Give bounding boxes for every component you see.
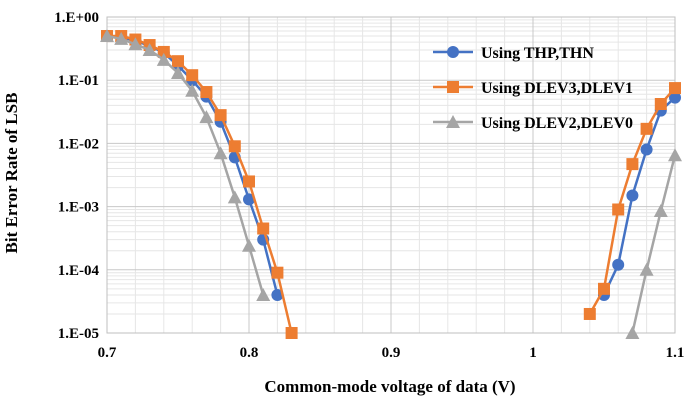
data-point	[172, 55, 184, 68]
data-point	[612, 258, 625, 271]
plot-area-border	[106, 16, 676, 334]
x-tick-label: 1	[529, 345, 537, 361]
y-tick-label: 1.E+00	[54, 10, 99, 26]
data-point	[199, 110, 214, 124]
data-point	[243, 193, 255, 206]
data-point	[243, 175, 255, 188]
y-tick-label: 1.E-03	[58, 200, 99, 216]
y-axis-title: Bit Error Rate of LSB	[2, 93, 21, 254]
data-point	[114, 31, 129, 45]
data-point	[256, 287, 271, 301]
data-point	[156, 52, 171, 66]
data-point	[612, 203, 625, 216]
data-point	[653, 204, 668, 218]
data-point	[157, 45, 170, 58]
x-tick-label: 0.7	[98, 345, 117, 361]
y-tick-label: 1.E-04	[58, 263, 100, 279]
legend-label: Using DLEV3,DLEV1	[481, 80, 633, 97]
data-point	[271, 288, 284, 301]
y-tick-label: 1.E-05	[58, 326, 99, 342]
data-point	[200, 86, 213, 99]
data-point	[213, 146, 228, 160]
series-2	[101, 30, 681, 339]
data-point	[626, 158, 639, 171]
y-tick-label: 1.E-01	[58, 73, 99, 89]
data-point	[186, 69, 199, 82]
x-axis-title: Common-mode voltage of data (V)	[264, 377, 515, 396]
legend: Using THP,THN Using DLEV3,DLEV1 Using DLEV…	[433, 45, 633, 132]
legend-marker	[447, 46, 459, 58]
axes: 1.E+00 1.E-01 1.E-02 1.E-03 1.E-04 1.E-05 0.7 0…	[54, 10, 684, 361]
grid	[106, 16, 676, 334]
data-point	[654, 98, 667, 111]
data-point	[626, 189, 639, 202]
data-point	[257, 222, 270, 235]
data-point	[214, 109, 227, 122]
data-point	[625, 326, 640, 339]
legend-marker	[447, 81, 459, 93]
data-point	[285, 327, 298, 339]
data-point	[640, 122, 653, 135]
data-point	[185, 83, 200, 97]
data-point	[669, 91, 681, 104]
data-point	[598, 282, 610, 295]
data-point	[669, 82, 681, 95]
data-point	[100, 29, 114, 43]
data-point	[128, 37, 143, 51]
data-point	[668, 148, 682, 162]
data-point	[640, 143, 653, 156]
data-point	[639, 262, 654, 276]
y-tick-label: 1.E-02	[58, 136, 99, 152]
series-3	[100, 29, 682, 339]
x-tick-label: 1.1	[666, 345, 685, 361]
series-line	[631, 154, 677, 334]
legend-label: Using THP,THN	[481, 45, 594, 62]
data-point	[227, 190, 242, 204]
legend-marker	[446, 115, 460, 128]
data-point	[228, 140, 241, 153]
data-point	[242, 238, 256, 252]
data-point	[583, 307, 596, 320]
legend-label: Using DLEV2,DLEV0	[481, 115, 633, 132]
data-point	[271, 266, 284, 279]
x-tick-label: 0.9	[382, 345, 401, 361]
x-tick-label: 0.8	[240, 345, 259, 361]
series-group	[100, 29, 682, 339]
data-point	[171, 65, 185, 79]
data-point	[142, 43, 157, 57]
